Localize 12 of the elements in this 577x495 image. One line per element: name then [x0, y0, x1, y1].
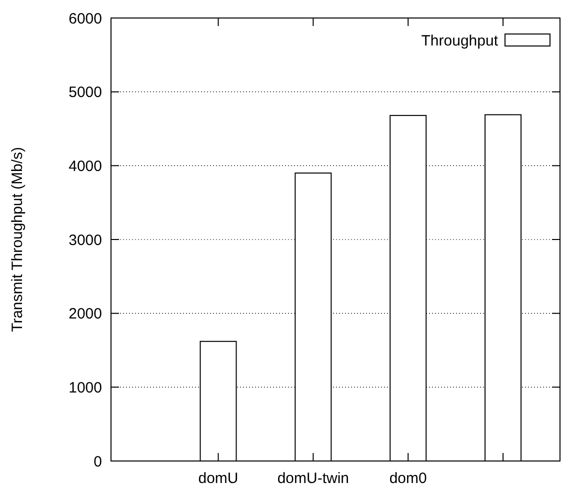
- y-tick-label: 3000: [68, 232, 102, 249]
- y-tick-label: 1000: [68, 379, 102, 396]
- y-tick-label: 4000: [68, 158, 102, 175]
- x-tick-label: domU: [198, 470, 238, 487]
- x-tick-label: domU-twin: [277, 470, 350, 487]
- y-axis-title: Transmit Throughput (Mb/s): [9, 146, 26, 332]
- y-tick-label: 5000: [68, 84, 102, 102]
- y-tick-label: 2000: [68, 306, 102, 323]
- x-tick-label: dom0: [389, 470, 427, 487]
- y-tick-label: 0: [94, 453, 102, 470]
- legend-label: Throughput: [421, 32, 499, 50]
- y-tick-label: 6000: [68, 10, 102, 28]
